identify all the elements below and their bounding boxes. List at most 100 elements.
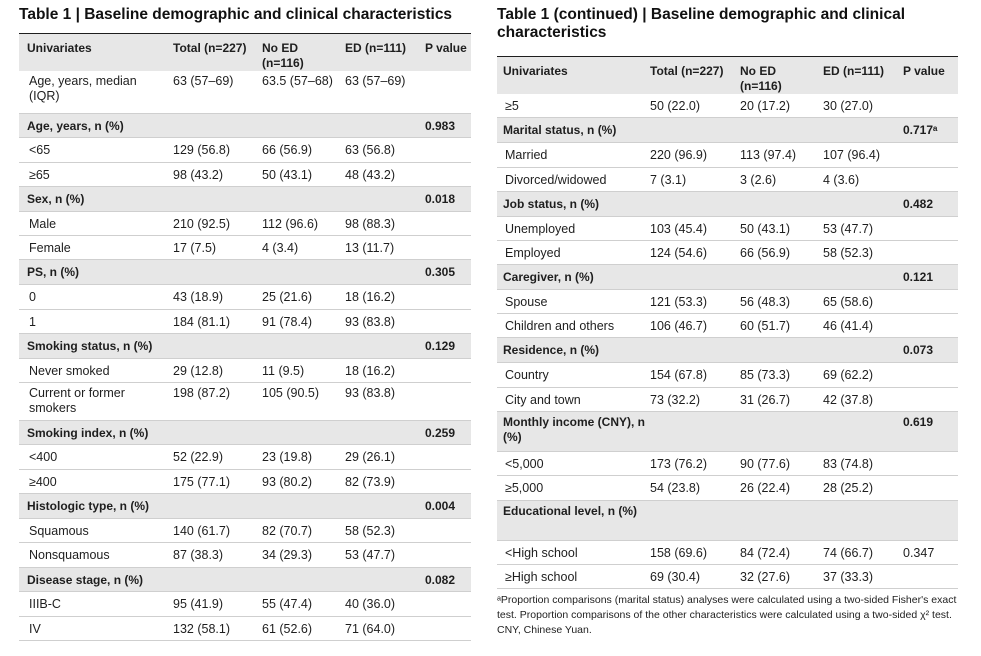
table-row: <High school 158 (69.6) 84 (72.4) 74 (66.7)… <box>497 541 958 565</box>
table-row: Male 210 (92.5) 112 (96.6) 98 (88.3) <box>19 212 471 236</box>
table-cell: 53 (47.7) <box>823 222 874 236</box>
table-cell: 90 (77.6) <box>740 457 791 471</box>
table-cell: 58 (52.3) <box>345 524 396 538</box>
column-header: Univariates <box>27 41 92 55</box>
table-cell: 3 (2.6) <box>740 173 777 187</box>
row-label: Disease stage, n (%) <box>27 573 144 587</box>
row-label: ≥65 <box>29 168 50 182</box>
row-label: PS, n (%) <box>27 265 80 279</box>
table-cell: 37 (33.3) <box>823 570 874 584</box>
column-header: Total (n=227) <box>650 64 724 78</box>
table-cell: 85 (73.3) <box>740 368 791 382</box>
table-cell: 63.5 (57–68) <box>262 74 333 88</box>
table-cell: 158 (69.6) <box>650 546 707 560</box>
row-label: Male <box>29 217 57 231</box>
table-cell: 13 (11.7) <box>345 241 395 255</box>
table-cell: 106 (46.7) <box>650 319 707 333</box>
table-body: ≥5 50 (22.0) 20 (17.2) 30 (27.0) Marital sta… <box>497 94 958 589</box>
table-cell: 50 (22.0) <box>650 99 701 113</box>
section-row: Age, years, n (%) 0.983 <box>19 114 471 138</box>
row-label: Residence, n (%) <box>503 343 600 357</box>
table-cell: 175 (77.1) <box>173 475 230 489</box>
table-row: Female 17 (7.5) 4 (3.4) 13 (11.7) <box>19 236 471 260</box>
table-cell: 52 (22.9) <box>173 450 224 464</box>
table-cell: 18 (16.2) <box>345 290 396 304</box>
table-row: ≥5,000 54 (23.8) 26 (22.4) 28 (25.2) <box>497 476 958 501</box>
column-header: P value <box>425 41 467 55</box>
table-row: ≥5 50 (22.0) 20 (17.2) 30 (27.0) <box>497 94 958 118</box>
section-row: Job status, n (%) 0.482 <box>497 192 958 217</box>
table-cell: 61 (52.6) <box>262 622 313 636</box>
table-cell: 140 (61.7) <box>173 524 230 538</box>
table-left: Table 1 | Baseline demographic and clini… <box>19 0 471 641</box>
table-cell: 11 (9.5) <box>262 364 305 378</box>
table-cell: 26 (22.4) <box>740 481 791 495</box>
row-label: Nonsquamous <box>29 548 110 562</box>
section-row: Disease stage, n (%) 0.082 <box>19 568 471 592</box>
table-cell: 210 (92.5) <box>173 217 230 231</box>
table-cell: 4 (3.6) <box>823 173 860 187</box>
table-cell: 34 (29.3) <box>262 548 313 562</box>
table-cell: 0.259 <box>425 426 456 440</box>
table-cell: 20 (17.2) <box>740 99 791 113</box>
table-cell: 69 (30.4) <box>650 570 701 584</box>
table-title: Table 1 | Baseline demographic and clini… <box>19 6 453 23</box>
table-cell: 112 (96.6) <box>262 217 319 231</box>
section-row: Monthly income (CNY), n (%) 0.619 <box>497 412 958 452</box>
table-cell: 124 (54.6) <box>650 246 707 260</box>
table-cell: 30 (27.0) <box>823 99 874 113</box>
table-cell: 93 (80.2) <box>262 475 313 489</box>
table-cell: 105 (90.5) <box>262 386 319 400</box>
table-row: Age, years, median (IQR) 63 (57–69) 63.5 (… <box>19 71 471 114</box>
table-row: 0 43 (18.9) 25 (21.6) 18 (16.2) <box>19 285 471 310</box>
row-label: Employed <box>505 246 561 260</box>
table-cell: 40 (36.0) <box>345 597 396 611</box>
table-cell: 25 (21.6) <box>262 290 313 304</box>
table-cell: 0.129 <box>425 339 456 353</box>
row-label: Spouse <box>505 295 548 309</box>
table-cell: 60 (51.7) <box>740 319 791 333</box>
column-header: No ED (n=116) <box>740 64 782 93</box>
section-row: Sex, n (%) 0.018 <box>19 187 471 212</box>
table-cell: 103 (45.4) <box>650 222 707 236</box>
table-cell: 66 (56.9) <box>262 143 313 157</box>
row-label: <High school <box>505 546 578 560</box>
table-row: <65 129 (56.8) 66 (56.9) 63 (56.8) <box>19 138 471 163</box>
section-row: Educational level, n (%) <box>497 501 958 541</box>
row-label: <65 <box>29 143 51 157</box>
table-cell: 48 (43.2) <box>345 168 396 182</box>
table-row: ≥400 175 (77.1) 93 (80.2) 82 (73.9) <box>19 470 471 494</box>
column-header: Univariates <box>503 64 568 78</box>
table-cell: 73 (32.2) <box>650 393 701 407</box>
table-cell: 0.073 <box>903 343 934 357</box>
table-cell: 63 (57–69) <box>345 74 406 88</box>
column-header: P value <box>903 64 945 78</box>
table-cell: 198 (87.2) <box>173 386 230 400</box>
row-label: City and town <box>505 393 581 407</box>
row-label: Smoking index, n (%) <box>27 426 149 440</box>
section-row: Smoking status, n (%) 0.129 <box>19 334 471 359</box>
row-label: <400 <box>29 450 58 464</box>
table-row: 1 184 (81.1) 91 (78.4) 93 (83.8) <box>19 310 471 334</box>
table-cell: 0.121 <box>903 270 934 284</box>
table-cell: 0.717ᵃ <box>903 123 938 137</box>
section-row: Residence, n (%) 0.073 <box>497 338 958 363</box>
table-cell: 65 (58.6) <box>823 295 874 309</box>
column-header: No ED (n=116) <box>262 41 304 70</box>
table-cell: 98 (43.2) <box>173 168 224 182</box>
table-cell: 23 (19.8) <box>262 450 313 464</box>
table-row: Employed 124 (54.6) 66 (56.9) 58 (52.3) <box>497 241 958 265</box>
column-header: ED (n=111) <box>345 41 407 55</box>
table-cell: 63 (56.8) <box>345 143 396 157</box>
row-label: Job status, n (%) <box>503 197 600 211</box>
table-row: Squamous 140 (61.7) 82 (70.7) 58 (52.3) <box>19 519 471 543</box>
section-row: Caregiver, n (%) 0.121 <box>497 265 958 290</box>
table-row: ≥65 98 (43.2) 50 (43.1) 48 (43.2) <box>19 163 471 187</box>
table-cell: 0.619 <box>903 415 934 429</box>
table-cell: 74 (66.7) <box>823 546 874 560</box>
table-cell: 184 (81.1) <box>173 315 230 329</box>
table-cell: 83 (74.8) <box>823 457 874 471</box>
row-label: ≥High school <box>505 570 578 584</box>
row-label: Children and others <box>505 319 615 333</box>
table-right: Table 1 (continued) | Baseline demograph… <box>497 0 958 638</box>
